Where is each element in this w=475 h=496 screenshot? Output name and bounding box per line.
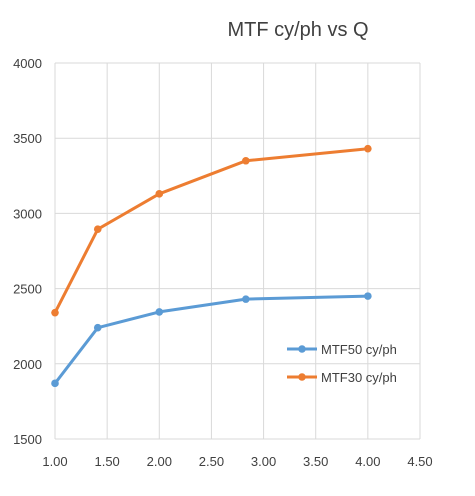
y-tick-label: 1500 <box>13 432 42 447</box>
data-point <box>155 308 164 316</box>
x-tick-label: 2.50 <box>199 454 224 469</box>
x-tick-label: 1.50 <box>94 454 119 469</box>
legend-entry-label: MTF50 cy/ph <box>321 342 397 357</box>
data-point <box>51 379 59 388</box>
y-tick-label: 4000 <box>13 56 42 71</box>
legend-swatch-marker <box>298 373 306 381</box>
y-tick-label: 2000 <box>13 357 42 372</box>
chart-title: MTF cy/ph vs Q <box>227 19 368 41</box>
data-point <box>93 323 102 332</box>
data-point <box>364 292 372 300</box>
y-tick-label: 3000 <box>13 206 42 221</box>
data-point <box>155 190 164 198</box>
y-tick-label: 3500 <box>13 131 42 146</box>
legend: MTF50 cy/ph MTF30 cy/ph <box>287 342 397 385</box>
series <box>51 144 372 388</box>
legend-entry-label: MTF30 cy/ph <box>321 370 397 385</box>
data-point <box>242 295 250 303</box>
x-tick-label: 1.00 <box>42 454 67 469</box>
data-point <box>364 144 372 153</box>
x-tick-label: 4.00 <box>355 454 380 469</box>
x-tick-label: 3.00 <box>251 454 276 469</box>
data-point <box>242 156 250 165</box>
x-tick-label: 4.50 <box>407 454 432 469</box>
data-point <box>93 225 102 233</box>
y-tick-labels: 1500 2000 2500 3000 3500 4000 <box>13 56 42 447</box>
legend-swatch-marker <box>298 345 306 353</box>
y-tick-label: 2500 <box>13 282 42 297</box>
x-tick-labels: 1.00 1.50 2.00 2.50 3.00 3.50 4.00 4.50 <box>42 454 432 469</box>
grid <box>54 62 421 440</box>
x-tick-label: 3.50 <box>303 454 328 469</box>
x-tick-label: 2.00 <box>147 454 172 469</box>
data-point <box>51 308 59 317</box>
